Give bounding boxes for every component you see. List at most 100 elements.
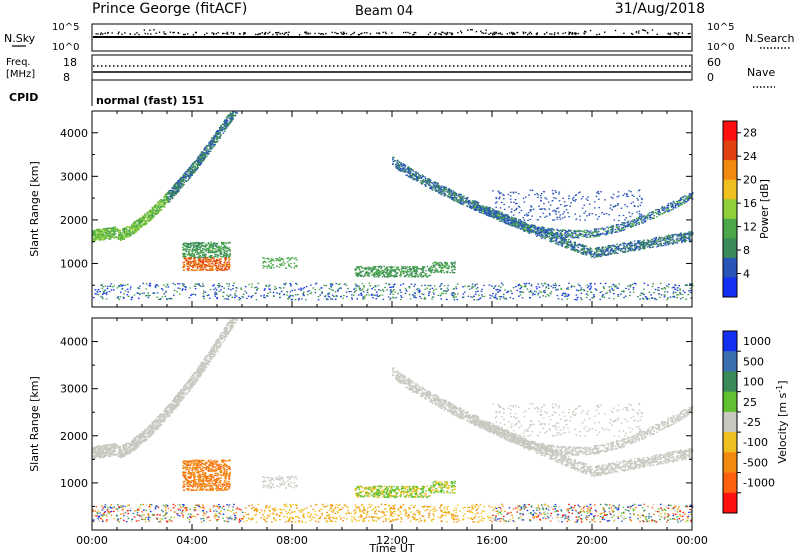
- power-cell: [463, 195, 465, 197]
- power-cell: [613, 250, 616, 252]
- power-cell: [453, 265, 455, 267]
- nsearch-point: [596, 33, 598, 36]
- nsearch-point: [343, 32, 345, 35]
- power-cell: [221, 242, 224, 244]
- power-cell: [213, 136, 215, 138]
- power-cell: [602, 254, 605, 256]
- power-cell: [295, 265, 298, 267]
- power-cell: [654, 239, 657, 241]
- power-cell: [213, 244, 215, 246]
- power-cell: [190, 265, 192, 267]
- nsearch-point: [512, 32, 515, 34]
- power-cell: [196, 158, 199, 160]
- power-cell: [153, 207, 155, 209]
- power-cell: [217, 258, 220, 260]
- power-cell: [378, 266, 380, 268]
- power-cell: [177, 182, 180, 185]
- power-cell: [124, 232, 126, 235]
- power-cell: [393, 269, 395, 271]
- power-cell: [183, 257, 186, 259]
- power-cell: [656, 239, 659, 241]
- power-cell: [208, 243, 210, 245]
- power-cell: [395, 273, 397, 276]
- power-cell: [395, 166, 397, 168]
- power-cell: [355, 272, 358, 274]
- power-cell: [200, 157, 202, 159]
- power-cell: [655, 237, 658, 240]
- nsearch-point: [564, 32, 567, 34]
- power-cell: [213, 263, 216, 265]
- power-cell: [634, 224, 636, 226]
- power-cell: [122, 228, 124, 231]
- power-cell: [461, 199, 463, 202]
- power-cell: [208, 142, 210, 144]
- nsearch-point: [169, 31, 172, 33]
- power-cell: [434, 185, 436, 187]
- power-cell: [159, 206, 162, 209]
- power-cell: [439, 190, 442, 192]
- power-cell: [192, 254, 195, 257]
- power-cell: [409, 170, 411, 173]
- power-cell: [459, 198, 461, 200]
- power-cell: [147, 213, 149, 215]
- power-cell: [213, 139, 215, 142]
- power-cell: [182, 253, 184, 255]
- power-cell: [197, 259, 199, 261]
- power-cell: [398, 270, 401, 272]
- power-cell: [212, 141, 214, 143]
- power-cell: [498, 212, 501, 214]
- power-cell: [99, 231, 101, 233]
- power-cell: [189, 262, 191, 264]
- nsearch-point: [494, 31, 496, 34]
- nsearch-point: [97, 33, 99, 35]
- power-cell: [226, 124, 228, 126]
- power-cell: [191, 173, 193, 175]
- power-cell: [229, 122, 231, 124]
- power-cell: [387, 268, 389, 270]
- power-cell: [197, 253, 200, 255]
- power-cell: [195, 160, 198, 162]
- power-cell: [627, 243, 630, 245]
- power-cell: [389, 274, 392, 277]
- power-cell: [155, 210, 158, 213]
- power-cell: [674, 242, 677, 244]
- nsearch-point: [449, 32, 451, 34]
- power-cell: [676, 235, 679, 237]
- nsearch-point: [322, 33, 325, 36]
- power-cell: [582, 244, 584, 246]
- power-cell: [683, 237, 685, 239]
- power-cell: [125, 235, 128, 238]
- power-cell: [508, 222, 511, 224]
- power-cell: [276, 265, 278, 268]
- power-cell: [134, 228, 137, 230]
- power-cell: [229, 253, 231, 255]
- power-cell: [183, 242, 186, 245]
- power-cell: [154, 211, 156, 213]
- power-cell: [189, 176, 192, 178]
- power-cell: [591, 255, 594, 258]
- freq-tick-high: 18: [63, 56, 77, 69]
- nsearch-point: [583, 32, 585, 34]
- power-cell: [124, 227, 127, 229]
- power-cell: [204, 246, 207, 248]
- power-cell: [684, 233, 686, 235]
- power-cell: [141, 217, 143, 219]
- power-cell: [492, 209, 495, 211]
- power-cell: [656, 246, 658, 248]
- power-cell: [407, 171, 409, 173]
- power-scatter: [92, 111, 694, 301]
- power-cell: [188, 253, 191, 255]
- power-cell: [221, 264, 223, 266]
- power-cell: [658, 236, 661, 238]
- power-cell: [465, 198, 467, 200]
- power-cell: [202, 262, 205, 264]
- power-cell: [600, 249, 603, 251]
- power-cell: [222, 265, 224, 268]
- power-cell: [209, 147, 212, 150]
- power-cell: [418, 176, 421, 179]
- nsearch-point: [147, 33, 149, 35]
- power-cell: [219, 251, 222, 253]
- nsearch-point: [314, 32, 316, 35]
- nsearch-point: [483, 32, 485, 35]
- noise-tick-low-right: 10^0: [707, 42, 734, 53]
